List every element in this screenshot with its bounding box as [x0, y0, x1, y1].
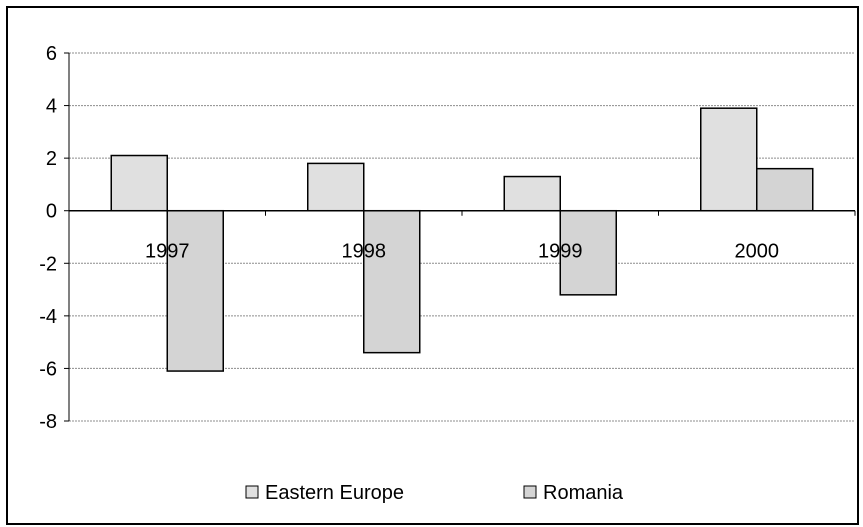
bars — [110, 107, 814, 372]
axes — [64, 52, 856, 422]
y-tick-label: -4 — [39, 306, 57, 328]
x-tick-labels: 1997 1998 1999 2000 — [145, 241, 779, 263]
x-tick-label: 1999 — [538, 241, 583, 263]
bar-eastern-europe-1997 — [110, 154, 168, 212]
bar-romania-2000 — [756, 167, 814, 212]
legend-swatch — [245, 485, 259, 499]
x-tick-label: 2000 — [735, 241, 780, 263]
y-tick-label: -8 — [39, 411, 57, 433]
bar-eastern-europe-1999 — [503, 175, 561, 212]
bar-eastern-europe-2000 — [700, 107, 758, 212]
y-tick-label: 6 — [46, 43, 57, 65]
y-tick-label: 2 — [46, 148, 57, 170]
legend: Eastern Europe Romania — [245, 482, 624, 504]
bar-romania-1998 — [363, 209, 421, 354]
y-tick-label: -2 — [39, 253, 57, 275]
y-tick-label: 4 — [46, 96, 57, 118]
y-tick-labels: 6 4 2 0 -2 -4 -6 -8 — [39, 43, 57, 433]
legend-swatch — [523, 485, 537, 499]
chart-frame — [6, 6, 859, 525]
bar-romania-1999 — [559, 209, 617, 296]
x-tick-label: 1998 — [342, 241, 387, 263]
x-tick-label: 1997 — [145, 241, 190, 263]
bar-eastern-europe-1998 — [307, 162, 365, 212]
y-tick-label: -6 — [39, 358, 57, 380]
bar-romania-1997 — [166, 209, 224, 372]
legend-label: Eastern Europe — [265, 482, 404, 504]
y-tick-label: 0 — [46, 201, 57, 223]
legend-label: Romania — [543, 482, 624, 504]
